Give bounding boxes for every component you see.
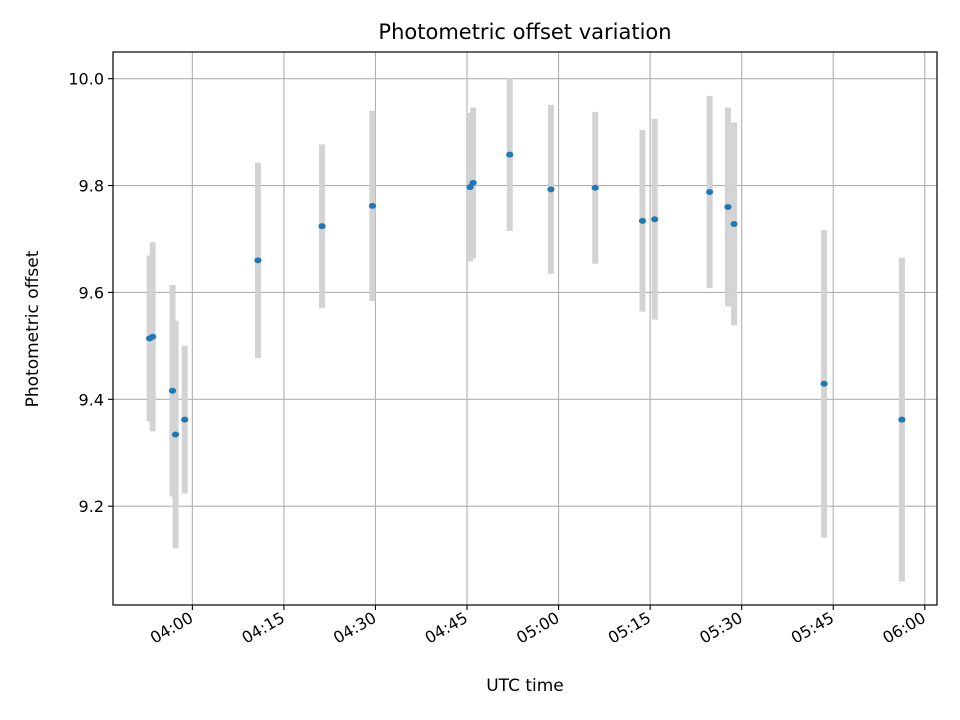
- data-point: [168, 387, 177, 394]
- x-axis-label: UTC time: [486, 676, 564, 696]
- data-point: [638, 217, 647, 224]
- y-tick-label: 9.8: [79, 177, 104, 196]
- y-tick-label: 10.0: [68, 70, 104, 89]
- data-point: [469, 179, 477, 186]
- data-point: [506, 151, 514, 158]
- data-point: [547, 186, 555, 193]
- data-point: [318, 223, 326, 230]
- y-axis-label: Photometric offset: [23, 250, 43, 407]
- data-points: [146, 151, 906, 438]
- y-tick-label: 9.6: [79, 283, 104, 302]
- data-point: [149, 333, 157, 340]
- chart-title: Photometric offset variation: [378, 20, 671, 44]
- data-point: [368, 202, 377, 209]
- data-point: [898, 416, 906, 423]
- data-point: [254, 257, 262, 264]
- data-point: [706, 188, 714, 195]
- y-tick-label: 9.2: [79, 497, 104, 516]
- data-point: [651, 216, 659, 223]
- data-point: [591, 184, 599, 191]
- data-point: [820, 380, 828, 387]
- data-point: [171, 431, 180, 438]
- y-tick-label: 9.4: [79, 390, 104, 409]
- data-point: [730, 221, 738, 228]
- grid: [113, 52, 937, 605]
- data-point: [181, 416, 189, 423]
- y-axis-ticks: 9.2 9.4 9.6 9.8 10.0: [68, 70, 113, 516]
- plot-frame: [112, 51, 938, 606]
- data-point: [724, 203, 732, 210]
